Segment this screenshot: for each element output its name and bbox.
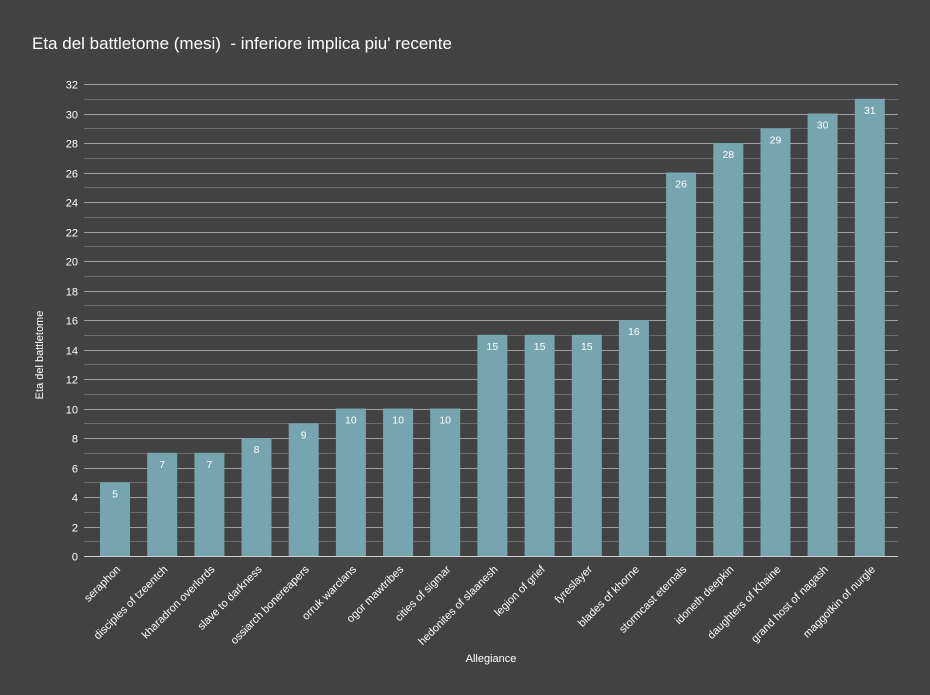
x-axis-label: Allegiance — [466, 653, 517, 665]
bar[interactable] — [383, 408, 414, 557]
y-tick-label: 8 — [72, 434, 78, 446]
x-tick-label: seraphon — [82, 564, 123, 605]
x-tick-label: legion of grief — [493, 563, 549, 619]
bar-data-label: 26 — [675, 179, 687, 191]
y-tick-label: 14 — [66, 346, 78, 358]
y-tick-label: 12 — [66, 375, 78, 387]
y-tick-label: 24 — [66, 198, 78, 210]
x-tick-label: fyreslayer — [553, 563, 595, 605]
bar-data-label: 8 — [254, 444, 260, 456]
bar-data-label: 5 — [112, 488, 118, 500]
bar[interactable] — [571, 334, 602, 557]
bar-data-label: 10 — [345, 415, 357, 427]
bar-data-label: 16 — [628, 326, 640, 338]
bar[interactable] — [854, 98, 885, 557]
bar-data-label: 15 — [487, 341, 499, 353]
bar-data-label: 30 — [817, 120, 829, 132]
bar-data-label: 10 — [439, 415, 451, 427]
x-tick-label: hedonites of slaanesh — [416, 564, 500, 648]
bar[interactable] — [524, 334, 555, 557]
bar[interactable] — [288, 423, 319, 557]
x-tick-label: grand host of nagash — [749, 564, 831, 646]
bar[interactable] — [241, 438, 272, 556]
bars: 5 7 7 8 9 10 10 10 15 15 15 16 26 28 29 30 31 — [100, 98, 885, 557]
bar[interactable] — [618, 320, 649, 556]
bar-data-label: 7 — [206, 459, 212, 471]
bar-data-label: 7 — [159, 459, 165, 471]
y-tick-label: 6 — [72, 464, 78, 476]
y-tick-label: 4 — [72, 493, 78, 505]
y-tick-label: 26 — [66, 169, 78, 181]
bar[interactable] — [194, 452, 225, 557]
y-tick-label: 16 — [66, 316, 78, 328]
bar[interactable] — [760, 128, 791, 557]
bar[interactable] — [477, 334, 508, 557]
bar[interactable] — [100, 482, 130, 557]
bar-data-label: 10 — [392, 415, 404, 427]
bar-data-label: 29 — [770, 134, 782, 146]
bar-data-label: 15 — [581, 341, 593, 353]
y-tick-label: 20 — [66, 257, 78, 269]
bar[interactable] — [430, 408, 461, 557]
bar[interactable] — [147, 452, 178, 557]
bar[interactable] — [335, 408, 366, 557]
bar-data-label: 15 — [534, 341, 546, 353]
bar-data-label: 31 — [864, 105, 876, 117]
y-tick-label: 22 — [66, 228, 78, 240]
bar-data-label: 9 — [301, 429, 307, 441]
y-tick-label: 0 — [72, 552, 78, 564]
y-tick-label: 10 — [66, 405, 78, 417]
y-tick-label: 28 — [66, 139, 78, 151]
y-tick-label: 32 — [66, 80, 78, 92]
chart-title: Eta del battletome (mesi) - inferiore im… — [32, 34, 452, 53]
x-tick-label: ossiarch bonereapers — [229, 563, 313, 647]
y-tick-label: 18 — [66, 287, 78, 299]
bar[interactable] — [713, 143, 744, 556]
y-tick-label: 30 — [66, 110, 78, 122]
bar[interactable] — [807, 113, 838, 557]
bar[interactable] — [666, 172, 697, 557]
y-tick-label: 2 — [72, 523, 78, 535]
y-axis-label: Eta del battletome — [34, 311, 46, 400]
bar-data-label: 28 — [722, 149, 734, 161]
